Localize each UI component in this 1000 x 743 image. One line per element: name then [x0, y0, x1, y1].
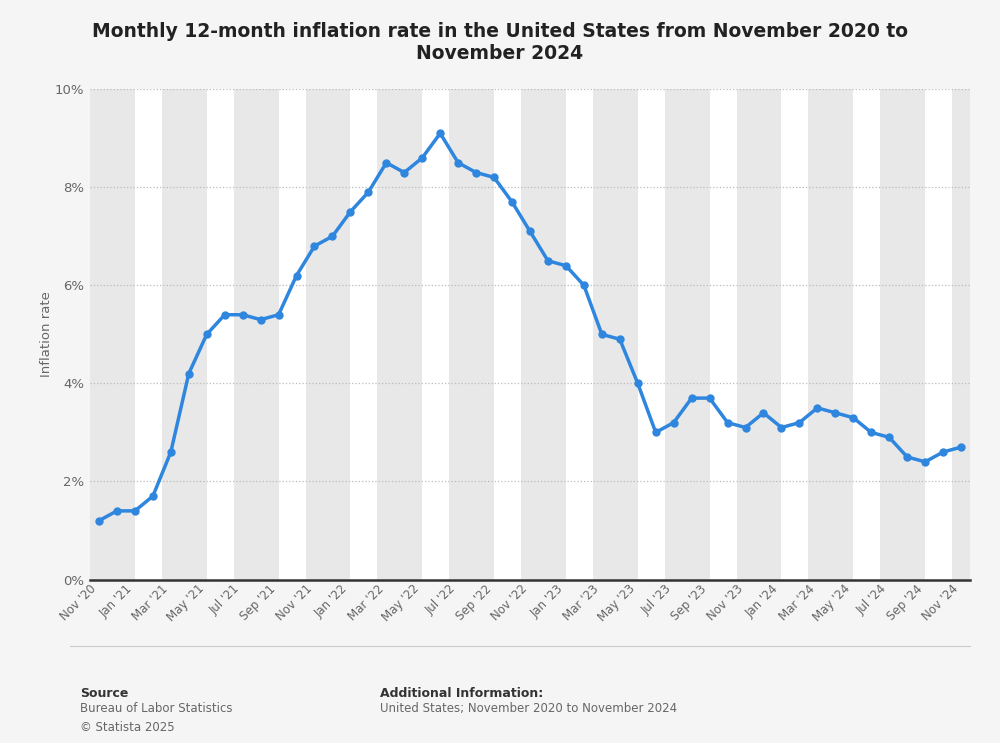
- Text: Monthly 12-month inflation rate in the United States from November 2020 to
Novem: Monthly 12-month inflation rate in the U…: [92, 22, 908, 63]
- Bar: [234, 89, 279, 580]
- Text: United States; November 2020 to November 2024: United States; November 2020 to November…: [380, 702, 677, 715]
- Bar: [665, 89, 710, 580]
- Bar: [808, 89, 853, 580]
- Bar: [521, 89, 566, 580]
- Text: Bureau of Labor Statistics
© Statista 2025: Bureau of Labor Statistics © Statista 20…: [80, 702, 232, 734]
- Bar: [737, 89, 781, 580]
- Bar: [306, 89, 350, 580]
- Bar: [593, 89, 638, 580]
- Bar: [880, 89, 925, 580]
- Bar: [449, 89, 494, 580]
- Bar: [162, 89, 207, 580]
- Bar: [377, 89, 422, 580]
- Bar: [952, 89, 970, 580]
- Y-axis label: Inflation rate: Inflation rate: [40, 291, 53, 377]
- Bar: [90, 89, 135, 580]
- Text: Additional Information:: Additional Information:: [380, 687, 543, 700]
- Text: Source: Source: [80, 687, 128, 700]
